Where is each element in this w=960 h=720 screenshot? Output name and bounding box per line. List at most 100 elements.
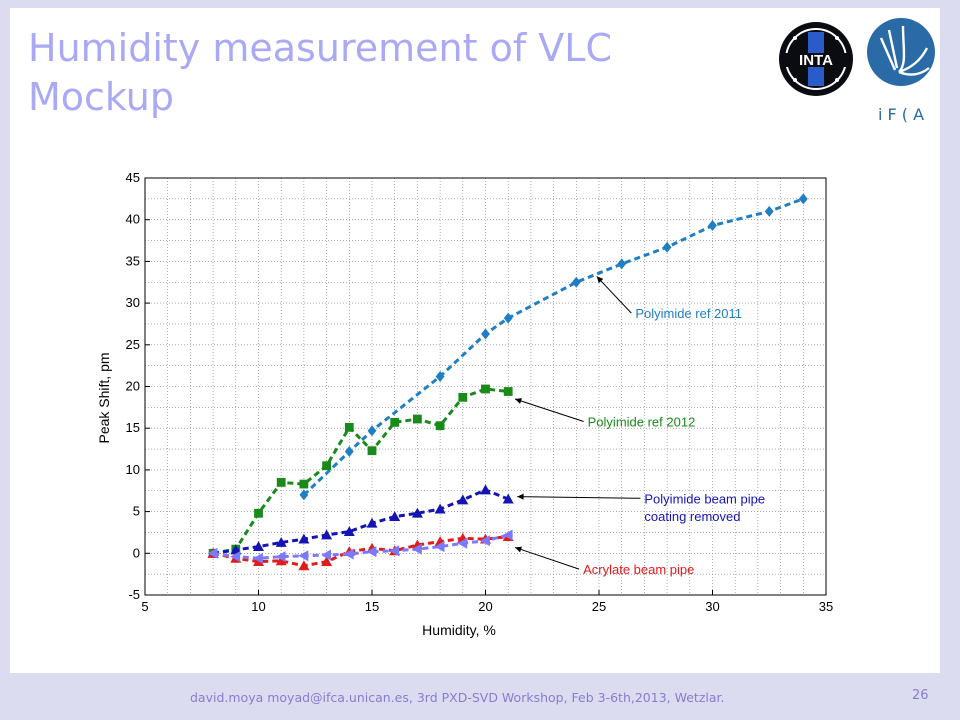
data-point: [389, 511, 401, 522]
data-point: [366, 517, 378, 528]
x-tick-label: 35: [819, 599, 833, 614]
data-point: [276, 478, 286, 487]
ifca-logo-text: i F ( A: [878, 105, 924, 124]
data-point: [390, 417, 400, 427]
data-point: [299, 489, 309, 501]
data-point: [254, 508, 263, 518]
data-point: [457, 494, 469, 505]
data-point: [411, 543, 422, 555]
slide-footer: david.moya moyad@ifca.unican.es, 3rd PXD…: [190, 690, 725, 705]
y-tick-label: 25: [126, 337, 140, 352]
series-1: [208, 384, 513, 558]
data-point: [321, 556, 333, 567]
inta-logo: INTA: [776, 19, 856, 99]
annotation-arrowhead: [596, 276, 604, 284]
data-point: [253, 552, 263, 564]
data-point: [298, 533, 310, 544]
annotation-arrowhead: [517, 493, 524, 500]
data-point: [343, 526, 355, 537]
annotation-arrow: [514, 398, 584, 423]
data-point: [457, 537, 468, 549]
data-point: [207, 547, 218, 559]
data-point: [344, 422, 354, 432]
data-point: [321, 529, 333, 540]
y-tick-label: 5: [133, 504, 140, 519]
data-point: [617, 258, 627, 270]
data-point: [798, 193, 808, 205]
ifca-logo: i F ( A: [863, 8, 939, 128]
data-point: [481, 384, 490, 394]
series-line: [302, 197, 804, 497]
series-2: [207, 484, 514, 558]
y-tick-label: 40: [126, 212, 140, 227]
data-point: [230, 551, 241, 563]
annotation-label: Polyimide beam pipe: [644, 491, 765, 506]
data-point: [434, 503, 446, 514]
data-point: [502, 493, 514, 504]
data-point: [253, 541, 264, 552]
data-point: [344, 446, 354, 458]
data-point: [413, 414, 422, 424]
x-tick-label: 5: [141, 599, 148, 614]
x-axis-label: Humidity, %: [422, 622, 496, 638]
data-point: [411, 507, 423, 518]
series-line: [212, 387, 509, 555]
data-point: [502, 529, 513, 541]
y-tick-label: 30: [126, 295, 140, 310]
data-point: [480, 535, 490, 547]
x-tick-label: 15: [365, 599, 379, 614]
annotation-arrow: [514, 546, 580, 570]
annotation-arrowhead: [515, 398, 522, 404]
annotation-arrow: [517, 496, 641, 499]
data-point: [367, 425, 377, 437]
annotation-label: Acrylate beam pipe: [583, 562, 694, 577]
data-point: [435, 370, 445, 382]
slide-canvas: Humidity measurement of VLC Mockup INTA …: [10, 8, 940, 673]
data-point: [434, 541, 445, 553]
slide-title: Humidity measurement of VLC Mockup: [28, 26, 612, 119]
data-point: [230, 544, 242, 555]
annotation-arrow: [596, 276, 632, 314]
data-point: [480, 484, 491, 495]
data-point: [708, 220, 717, 232]
annotation-label: coating removed: [644, 509, 740, 524]
data-point: [298, 560, 310, 571]
series-0: [299, 193, 808, 501]
data-point: [481, 328, 490, 340]
y-tick-label: 20: [126, 379, 140, 394]
data-point: [435, 421, 445, 431]
series-4: [207, 529, 513, 564]
data-point: [275, 551, 286, 563]
data-point: [275, 536, 287, 547]
data-point: [343, 548, 354, 560]
data-point: [299, 479, 309, 489]
data-point: [275, 555, 287, 566]
y-tick-label: 0: [133, 545, 140, 560]
y-tick-label: -5: [128, 587, 140, 602]
data-point: [322, 461, 331, 471]
data-point: [389, 545, 400, 557]
y-tick-label: 10: [126, 462, 140, 477]
inta-logo-text: INTA: [799, 52, 833, 69]
series-line: [212, 535, 509, 568]
y-axis-label: Peak Shift, pm: [96, 352, 112, 443]
data-point: [503, 387, 513, 396]
data-point: [571, 276, 581, 288]
data-point: [458, 392, 468, 402]
x-tick-label: 30: [705, 599, 719, 614]
peak-shift-chart: 5 10 15 20 25 30 35 -5 0 5 10 15 20 25 30 35 40 45 Polyim…: [96, 170, 834, 638]
data-point: [662, 241, 672, 253]
x-tick-label: 20: [478, 599, 492, 614]
data-point: [321, 549, 331, 561]
x-tick-label: 25: [592, 599, 606, 614]
data-point: [367, 446, 377, 456]
chart-axes: 5 10 15 20 25 30 35 -5 0 5 10 15 20 25 30 35 40 45: [126, 170, 834, 614]
data-point: [366, 546, 377, 558]
chart-annotations: Polyimide ref 2011 Polyimide ref 2012 Poly…: [514, 276, 765, 577]
annotation-label: Polyimide ref 2011: [635, 306, 742, 321]
y-tick-label: 35: [126, 253, 140, 268]
chart-series: [207, 193, 808, 571]
page-number: 26: [912, 688, 929, 703]
y-tick-label: 15: [126, 420, 140, 435]
annotation-label: Polyimide ref 2012: [588, 415, 696, 430]
